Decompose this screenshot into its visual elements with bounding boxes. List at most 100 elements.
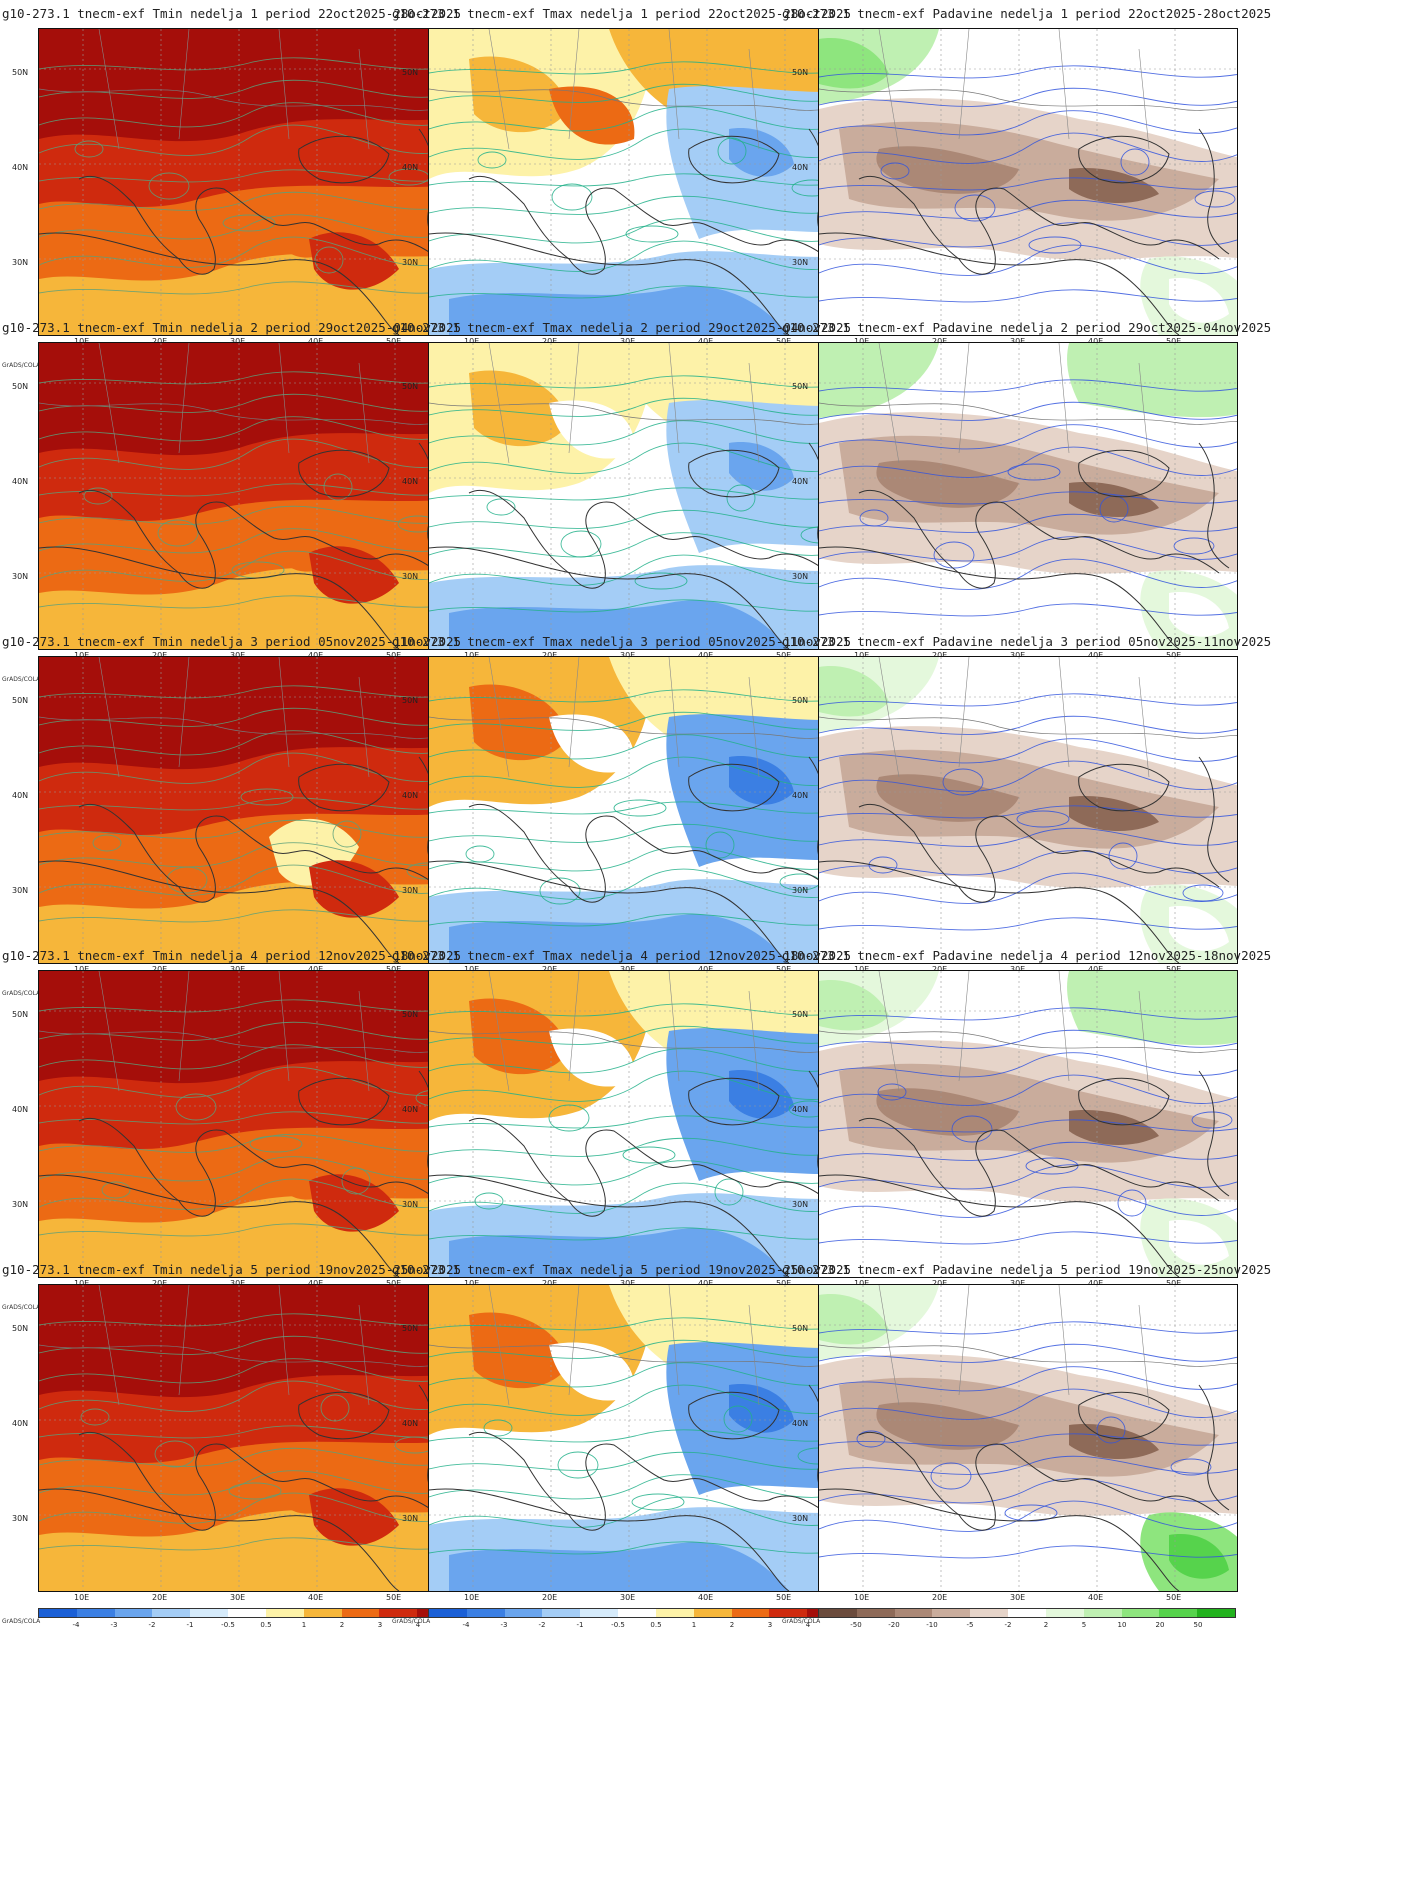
- latitude-label: 50N: [12, 68, 29, 77]
- colorbar-swatch: [504, 1609, 543, 1617]
- anomaly-map: [38, 656, 458, 964]
- colorbar-tick-label: -5: [966, 1621, 974, 1629]
- longitude-label: 50E: [776, 1279, 791, 1288]
- longitude-label: 10E: [74, 1279, 89, 1288]
- colorbar-tick-label: 2: [729, 1621, 735, 1629]
- longitude-label: 30E: [620, 651, 635, 660]
- anomaly-map: [38, 970, 458, 1278]
- colorbar-swatch: [819, 1609, 857, 1617]
- longitude-label: 20E: [932, 1279, 947, 1288]
- longitude-label: 50E: [776, 337, 791, 346]
- latitude-label: 30N: [402, 1200, 419, 1209]
- longitude-label: 40E: [1088, 651, 1103, 660]
- colorbar-swatch: [152, 1609, 191, 1617]
- latitude-label: 50N: [12, 1324, 29, 1333]
- longitude-label: 30E: [620, 965, 635, 974]
- colorbar-labels: -4 -3 -2 -1 -0.5 0.5 1 2 3 4: [428, 1621, 854, 1631]
- longitude-label: 40E: [1088, 337, 1103, 346]
- longitude-label: 20E: [152, 337, 167, 346]
- longitude-label: 10E: [464, 337, 479, 346]
- colorbar-tick-label: 4: [415, 1621, 421, 1629]
- colorbar-tick-label: -0.5: [221, 1621, 235, 1629]
- colorbar-tick-label: -2: [538, 1621, 546, 1629]
- longitude-label: 20E: [542, 337, 557, 346]
- longitude-label: 30E: [230, 1279, 245, 1288]
- longitude-label: 40E: [308, 1279, 323, 1288]
- colorbar-swatch: [1121, 1609, 1160, 1617]
- longitude-label: 30E: [230, 337, 245, 346]
- colorbar-swatch: [379, 1609, 418, 1617]
- longitude-label: 30E: [1010, 651, 1025, 660]
- longitude-label: 30E: [1010, 337, 1025, 346]
- longitude-label: 30E: [1010, 965, 1025, 974]
- latitude-label: 50N: [792, 382, 809, 391]
- colorbar-tick-label: 1: [301, 1621, 307, 1629]
- colorbar: [818, 1608, 1236, 1618]
- latitude-label: 30N: [12, 886, 29, 895]
- longitude-label: 50E: [776, 651, 791, 660]
- grads-cola-label: GrADS/COLA: [2, 362, 41, 369]
- anomaly-map: [818, 342, 1238, 650]
- colorbar-swatch: [303, 1609, 342, 1617]
- anomaly-map: [818, 1284, 1238, 1592]
- longitude-label: 30E: [230, 1593, 246, 1602]
- longitude-label: 40E: [308, 337, 323, 346]
- colorbar-swatch: [1008, 1609, 1046, 1617]
- colorbar-swatch: [932, 1609, 971, 1617]
- longitude-label: 10E: [464, 1593, 480, 1602]
- latitude-label: 30N: [402, 258, 419, 267]
- latitude-label: 30N: [12, 1200, 29, 1209]
- panel-title: g10-273.1 tnecm-exf Tmax nedelja 5 perio…: [392, 1262, 852, 1277]
- colorbar: [38, 1608, 456, 1618]
- longitude-label: 50E: [386, 1279, 401, 1288]
- latitude-label: 40N: [12, 477, 29, 486]
- panel-title: g10-273.1 tnecm-exf Tmin nedelja 1 perio…: [2, 6, 462, 21]
- colorbar-swatch: [429, 1609, 467, 1617]
- longitude-label: 10E: [464, 651, 479, 660]
- colorbar-swatch: [856, 1609, 895, 1617]
- latitude-label: 50N: [402, 696, 419, 705]
- colorbar-labels: -50 -20 -10 -5 -2 2 5 10 20 50: [818, 1621, 1244, 1631]
- colorbar-tick-label: 20: [1155, 1621, 1165, 1629]
- longitude-label: 10E: [854, 1279, 869, 1288]
- longitude-label: 30E: [620, 1593, 636, 1602]
- longitude-label: 50E: [1166, 337, 1181, 346]
- longitude-label: 30E: [620, 337, 635, 346]
- colorbar-tick-label: -2: [148, 1621, 156, 1629]
- longitude-label: 20E: [542, 1593, 558, 1602]
- panel-title: g10-273.1 tnecm-exf Padavine nedelja 5 p…: [782, 1262, 1272, 1277]
- longitude-label: 40E: [698, 1279, 713, 1288]
- latitude-label: 40N: [402, 1419, 419, 1428]
- colorbar-tick-label: 2: [1043, 1621, 1049, 1629]
- longitude-label: 40E: [698, 1593, 714, 1602]
- longitude-label: 50E: [386, 651, 401, 660]
- latitude-label: 40N: [402, 477, 419, 486]
- map-panel-tmax-week-1: g10-273.1 tnecm-exf Tmax nedelja 1 perio…: [392, 4, 852, 374]
- latitude-label: 30N: [402, 886, 419, 895]
- longitude-label: 10E: [464, 965, 479, 974]
- grads-cola-label: GrADS/COLA: [2, 1618, 41, 1625]
- anomaly-map: [38, 342, 458, 650]
- anomaly-map: [38, 1284, 458, 1592]
- longitude-label: 50E: [1166, 1593, 1182, 1602]
- map-panel-precip-week-3: g10-273.1 tnecm-exf Padavine nedelja 3 p…: [782, 632, 1271, 1002]
- longitude-label: 10E: [854, 965, 869, 974]
- panel-title: g10-273.1 tnecm-exf Tmin nedelja 4 perio…: [2, 948, 462, 963]
- colorbar-swatch: [228, 1609, 266, 1617]
- latitude-label: 40N: [792, 1419, 809, 1428]
- panel-title: g10-273.1 tnecm-exf Tmax nedelja 1 perio…: [392, 6, 852, 21]
- latitude-label: 30N: [12, 1514, 29, 1523]
- longitude-label: 20E: [152, 1279, 167, 1288]
- panel-title: g10-273.1 tnecm-exf Tmax nedelja 4 perio…: [392, 948, 852, 963]
- map-panel-tmin-week-3: g10-273.1 tnecm-exf Tmin nedelja 3 perio…: [2, 632, 461, 1002]
- colorbar-tick-label: -0.5: [611, 1621, 625, 1629]
- latitude-label: 30N: [402, 572, 419, 581]
- longitude-label: 20E: [542, 651, 557, 660]
- longitude-label: 10E: [854, 1593, 870, 1602]
- colorbar-swatch: [466, 1609, 505, 1617]
- colorbar-swatch: [1197, 1609, 1235, 1617]
- colorbar-swatch: [1159, 1609, 1198, 1617]
- longitude-label: 50E: [1166, 1279, 1181, 1288]
- longitude-label: 30E: [620, 1279, 635, 1288]
- anomaly-map: [428, 28, 848, 336]
